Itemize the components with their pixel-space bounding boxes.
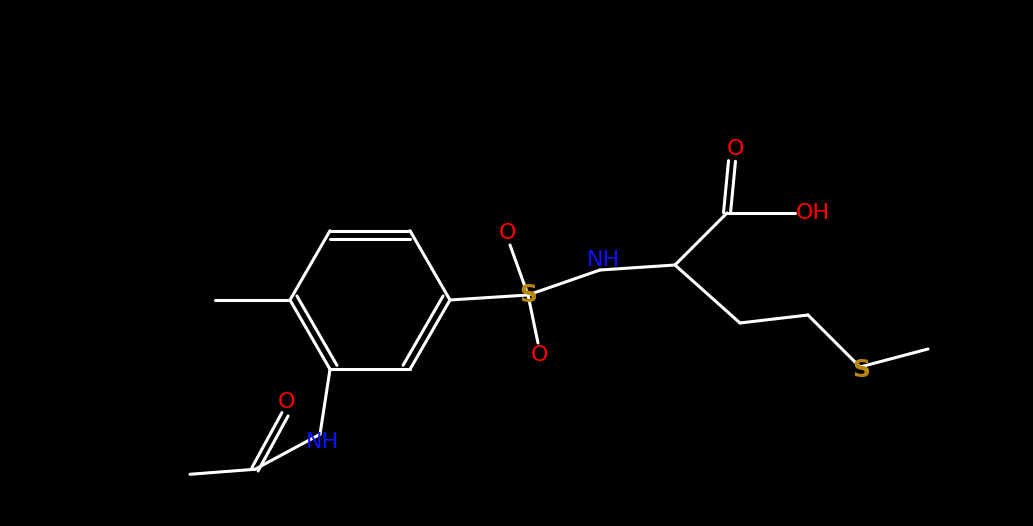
Text: NH: NH xyxy=(306,432,339,452)
Text: O: O xyxy=(499,223,516,243)
Text: NH: NH xyxy=(587,250,620,270)
Text: S: S xyxy=(852,358,870,382)
Text: O: O xyxy=(278,392,295,412)
Text: O: O xyxy=(531,345,549,365)
Text: O: O xyxy=(726,139,744,159)
Text: OH: OH xyxy=(796,203,831,223)
Text: S: S xyxy=(519,283,537,307)
